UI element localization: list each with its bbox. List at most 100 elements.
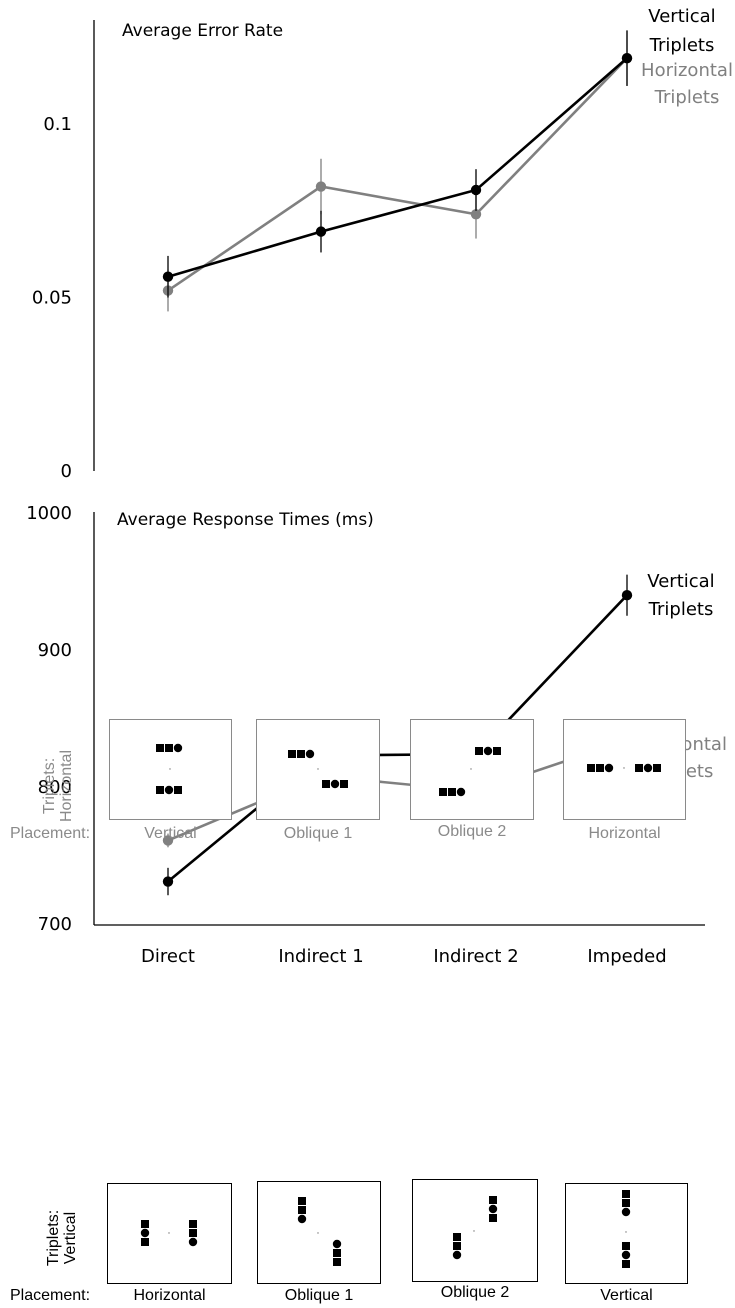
legend-label: Horizontal bbox=[641, 60, 733, 81]
stimulus-glyphs bbox=[156, 743, 183, 795]
fixation-dot bbox=[168, 1232, 170, 1234]
y-tick-label: 0.1 bbox=[43, 114, 72, 135]
stimulus-glyphs bbox=[140, 1220, 198, 1247]
row-label-horizontal-triplets: Triplets: Horizontal bbox=[41, 746, 75, 826]
caption-h-1: Vertical bbox=[144, 825, 197, 842]
charts-area: Average Error Rate 0 0.05 0.1 Vertical Triple… bbox=[26, 6, 733, 967]
stimulus-glyphs bbox=[452, 1196, 498, 1260]
series-line bbox=[167, 594, 628, 883]
square-shape bbox=[288, 750, 296, 758]
square-shape bbox=[141, 1238, 149, 1246]
stimulus-glyphs bbox=[439, 746, 501, 797]
square-shape bbox=[333, 1258, 341, 1266]
caption-v-3: Oblique 2 bbox=[440, 1284, 510, 1301]
circle-shape bbox=[456, 787, 466, 797]
square-shape bbox=[493, 747, 501, 755]
row-label-line-1: Triplets: bbox=[45, 1209, 62, 1267]
circle-shape bbox=[305, 749, 315, 759]
caption-h-3: Oblique 2 bbox=[437, 823, 507, 840]
placement-label-row-1: Placement: bbox=[10, 825, 91, 842]
fixation-dot bbox=[470, 768, 472, 770]
y-tick-label: 900 bbox=[38, 640, 72, 661]
legend-label: Triplets bbox=[649, 35, 715, 56]
square-shape bbox=[489, 1214, 497, 1222]
square-shape bbox=[622, 1242, 630, 1250]
row-label-vertical-triplets: Triplets: Vertical bbox=[45, 1198, 79, 1278]
stimulus-glyphs bbox=[288, 749, 348, 789]
y-tick-label: 800 bbox=[38, 777, 72, 798]
circle-shape bbox=[332, 1239, 342, 1249]
y-tick-label: 700 bbox=[38, 914, 72, 935]
series-line bbox=[167, 739, 628, 842]
data-point bbox=[470, 209, 482, 220]
data-point bbox=[162, 876, 174, 887]
legend-label: Triplets bbox=[648, 599, 714, 620]
data-point bbox=[315, 226, 327, 237]
square-shape bbox=[453, 1233, 461, 1241]
row-label-line-2: Vertical bbox=[62, 1211, 79, 1265]
square-shape bbox=[622, 1260, 630, 1268]
square-shape bbox=[635, 764, 643, 772]
legend-label: Triplets bbox=[654, 87, 720, 108]
caption-h-2: Oblique 1 bbox=[283, 825, 353, 842]
square-shape bbox=[333, 1249, 341, 1257]
square-shape bbox=[475, 747, 483, 755]
row-label-line-2: Horizontal bbox=[58, 749, 75, 823]
square-shape bbox=[298, 1197, 306, 1205]
square-shape bbox=[596, 764, 604, 772]
data-point bbox=[470, 184, 482, 196]
circle-shape bbox=[188, 1237, 198, 1247]
circle-shape bbox=[330, 779, 340, 789]
square-shape bbox=[156, 786, 164, 794]
chart-title: Average Error Rate bbox=[122, 21, 283, 41]
caption-v-1: Horizontal bbox=[133, 1287, 206, 1304]
fixation-dot bbox=[317, 768, 319, 770]
stimulus-glyphs bbox=[297, 1197, 342, 1266]
legend-label: Vertical bbox=[647, 571, 714, 592]
x-tick-label: Impeded bbox=[587, 946, 666, 967]
square-shape bbox=[489, 1196, 497, 1204]
square-shape bbox=[189, 1229, 197, 1237]
fixation-dot bbox=[169, 768, 171, 770]
data-point bbox=[162, 271, 174, 282]
circle-shape bbox=[173, 743, 183, 753]
data-point bbox=[315, 181, 327, 192]
row-label-line-1: Triplets: bbox=[41, 757, 58, 815]
y-tick-label: 0 bbox=[61, 461, 72, 482]
data-point bbox=[621, 590, 633, 601]
circle-shape bbox=[297, 1214, 307, 1224]
square-shape bbox=[298, 1206, 306, 1214]
fixation-dot bbox=[625, 1231, 627, 1233]
fixation-dot bbox=[473, 1230, 475, 1232]
series-line bbox=[167, 57, 628, 292]
y-tick-label: 1000 bbox=[26, 503, 72, 524]
stimulus-h-oblique-1 bbox=[256, 719, 380, 820]
legend-label: Vertical bbox=[648, 6, 715, 27]
circle-shape bbox=[164, 785, 174, 795]
square-shape bbox=[156, 744, 164, 752]
stimulus-v-vertical bbox=[565, 1183, 688, 1284]
circle-shape bbox=[643, 763, 653, 773]
circle-shape bbox=[621, 1250, 631, 1260]
square-shape bbox=[141, 1220, 149, 1228]
circle-shape bbox=[604, 763, 614, 773]
square-shape bbox=[448, 788, 456, 796]
series-line bbox=[167, 57, 628, 278]
x-tick-label: Indirect 1 bbox=[278, 946, 363, 967]
square-shape bbox=[189, 1220, 197, 1228]
caption-v-4: Vertical bbox=[600, 1287, 653, 1304]
caption-v-2: Oblique 1 bbox=[284, 1287, 354, 1304]
circle-shape bbox=[140, 1228, 150, 1238]
circle-shape bbox=[483, 746, 493, 756]
data-point bbox=[162, 835, 174, 846]
square-shape bbox=[653, 764, 661, 772]
circle-shape bbox=[488, 1204, 498, 1214]
data-point bbox=[621, 52, 633, 64]
stimulus-h-vertical bbox=[109, 719, 232, 820]
square-shape bbox=[439, 788, 447, 796]
fixation-dot bbox=[317, 1232, 319, 1234]
stimulus-glyphs bbox=[621, 1190, 631, 1268]
y-tick-label: 0.05 bbox=[32, 288, 72, 309]
stimulus-h-oblique-2 bbox=[410, 719, 534, 820]
square-shape bbox=[453, 1242, 461, 1250]
